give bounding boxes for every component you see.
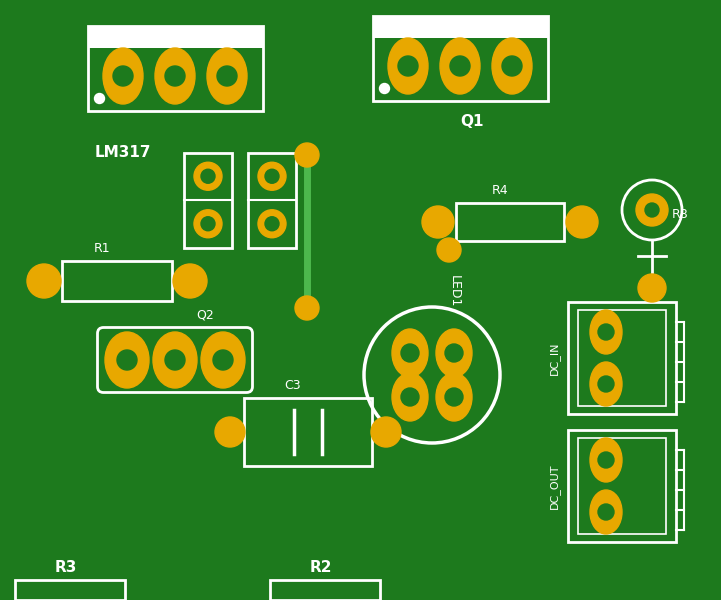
Circle shape xyxy=(265,217,279,231)
Circle shape xyxy=(165,66,185,86)
Bar xyxy=(87,25,262,110)
Circle shape xyxy=(598,504,614,520)
Text: DC_IN: DC_IN xyxy=(549,341,560,375)
Ellipse shape xyxy=(207,48,247,104)
Ellipse shape xyxy=(201,332,245,388)
Bar xyxy=(62,261,172,301)
Ellipse shape xyxy=(105,332,149,388)
Circle shape xyxy=(27,264,61,298)
Bar xyxy=(373,16,547,100)
Circle shape xyxy=(173,264,207,298)
Circle shape xyxy=(371,417,401,447)
Ellipse shape xyxy=(436,329,472,377)
Bar xyxy=(87,25,262,47)
Circle shape xyxy=(401,388,419,406)
Circle shape xyxy=(398,56,418,76)
Text: R8: R8 xyxy=(672,208,689,221)
Circle shape xyxy=(265,169,279,183)
Circle shape xyxy=(194,210,222,238)
Bar xyxy=(248,152,296,247)
Ellipse shape xyxy=(392,373,428,421)
Bar xyxy=(184,152,232,247)
Bar xyxy=(578,438,666,534)
Circle shape xyxy=(598,324,614,340)
Circle shape xyxy=(598,452,614,468)
Ellipse shape xyxy=(590,362,622,406)
Ellipse shape xyxy=(103,48,143,104)
Circle shape xyxy=(445,388,463,406)
Bar xyxy=(244,398,372,466)
Text: Q1: Q1 xyxy=(460,115,484,130)
Bar xyxy=(270,580,380,600)
Bar xyxy=(568,302,676,414)
Circle shape xyxy=(566,206,598,238)
Circle shape xyxy=(165,350,185,370)
Text: R2: R2 xyxy=(310,560,332,575)
Text: Q2: Q2 xyxy=(196,308,214,322)
Ellipse shape xyxy=(392,329,428,377)
Text: R3: R3 xyxy=(55,560,77,575)
Ellipse shape xyxy=(590,310,622,354)
Circle shape xyxy=(422,206,454,238)
Circle shape xyxy=(445,344,463,362)
Circle shape xyxy=(437,238,461,262)
Circle shape xyxy=(113,66,133,86)
Bar xyxy=(578,310,666,406)
Ellipse shape xyxy=(388,38,428,94)
Ellipse shape xyxy=(590,490,622,534)
Bar xyxy=(568,430,676,542)
Circle shape xyxy=(295,296,319,320)
Circle shape xyxy=(379,83,389,94)
Circle shape xyxy=(636,194,668,226)
Ellipse shape xyxy=(440,38,480,94)
Ellipse shape xyxy=(492,38,532,94)
Circle shape xyxy=(258,210,286,238)
Circle shape xyxy=(638,274,666,302)
Ellipse shape xyxy=(436,373,472,421)
Circle shape xyxy=(213,350,233,370)
Ellipse shape xyxy=(590,438,622,482)
Circle shape xyxy=(598,376,614,392)
Text: LM317: LM317 xyxy=(95,145,151,160)
Circle shape xyxy=(295,143,319,167)
Text: C3: C3 xyxy=(285,379,301,392)
Text: R1: R1 xyxy=(94,242,110,255)
Circle shape xyxy=(217,66,237,86)
Circle shape xyxy=(194,162,222,190)
Circle shape xyxy=(401,344,419,362)
Circle shape xyxy=(201,217,215,231)
Bar xyxy=(15,580,125,600)
Circle shape xyxy=(645,203,659,217)
Circle shape xyxy=(258,162,286,190)
Ellipse shape xyxy=(153,332,197,388)
Text: DC_OUT: DC_OUT xyxy=(549,463,560,509)
Circle shape xyxy=(215,417,245,447)
Circle shape xyxy=(201,169,215,183)
Bar xyxy=(373,16,547,37)
Text: R4: R4 xyxy=(492,184,508,197)
Circle shape xyxy=(502,56,522,76)
Circle shape xyxy=(117,350,137,370)
Text: LED1: LED1 xyxy=(448,275,461,307)
Circle shape xyxy=(94,94,105,103)
Ellipse shape xyxy=(155,48,195,104)
Bar xyxy=(456,203,564,241)
Circle shape xyxy=(450,56,470,76)
